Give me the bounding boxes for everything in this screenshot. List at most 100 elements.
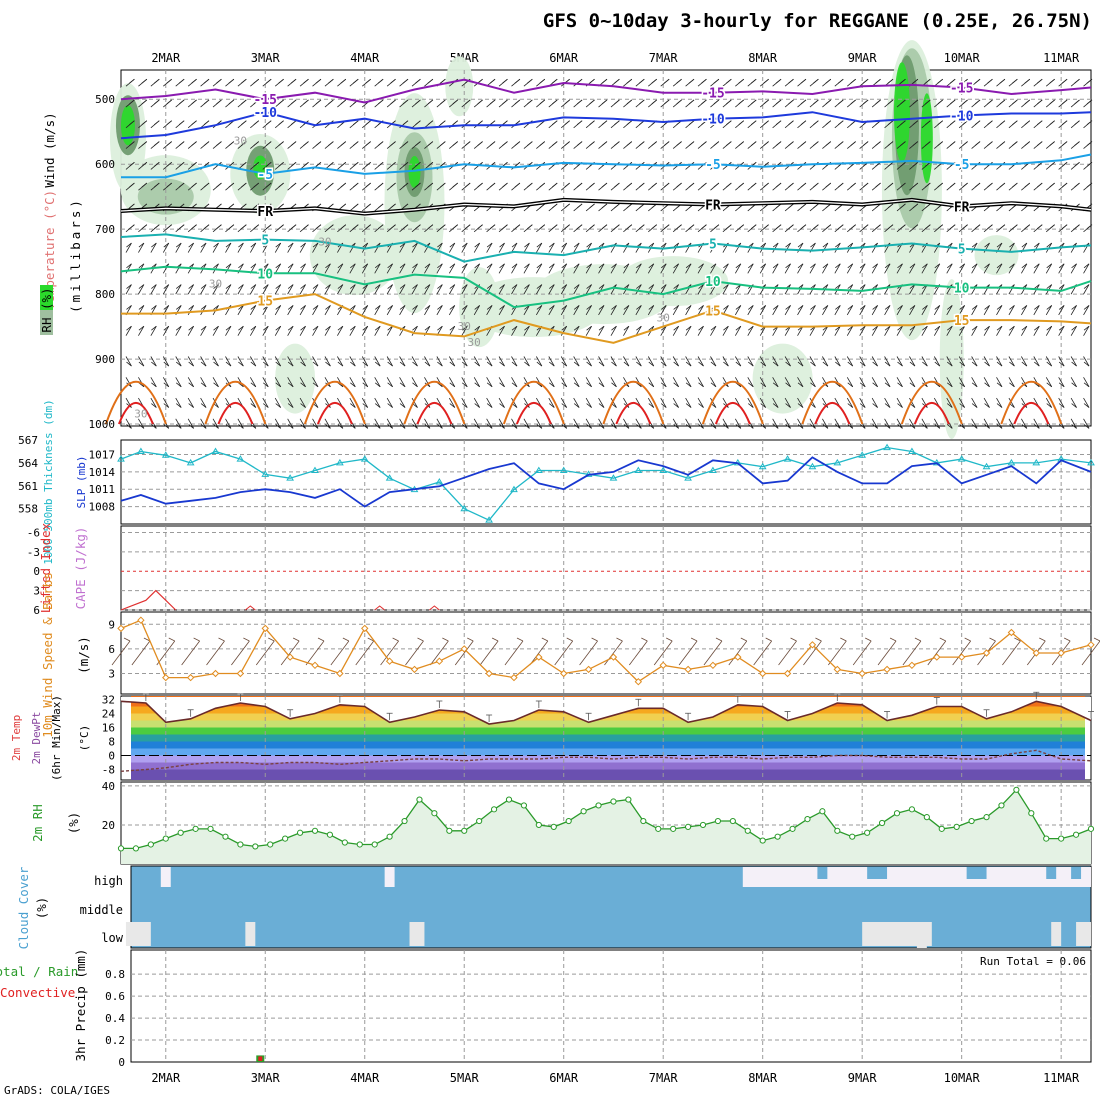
- wind-barb-flag: [887, 99, 894, 105]
- wind-barb-flag: [278, 203, 284, 209]
- wind-barb-flag: [275, 382, 281, 388]
- rh2m-point: [476, 817, 483, 825]
- wind-barb-flag: [474, 403, 480, 408]
- wind-barb-flag: [1074, 120, 1080, 126]
- wind-barb-flag: [213, 284, 219, 289]
- wind-barb-flag: [688, 78, 695, 84]
- wind-barb-flag: [275, 325, 281, 331]
- wind-barb: [249, 356, 257, 367]
- wind-barb-flag: [300, 361, 306, 367]
- wind-barb-flag: [415, 141, 421, 146]
- temp2m-axis-label: 2m Temp: [10, 715, 23, 761]
- thickness-point: [286, 474, 295, 481]
- wind-barb-flag: [713, 224, 720, 230]
- wind-barb: [175, 397, 182, 408]
- wind-barb-flag: [328, 182, 334, 188]
- wind-barb-flag: [213, 242, 219, 248]
- wind-barb-flag: [290, 141, 297, 146]
- wind10-barb-flag: [840, 637, 847, 642]
- precip-tick-label: 0: [118, 1056, 125, 1069]
- rh2m-point: [684, 823, 692, 831]
- wind-barb-flag: [511, 242, 518, 248]
- wind-barb: [921, 418, 928, 429]
- wind-barb-flag: [437, 242, 443, 248]
- wind-barb-flag: [912, 120, 919, 126]
- wind-barb-flag: [922, 424, 928, 429]
- wind-barb-flag: [129, 78, 135, 84]
- wind-barb: [971, 356, 978, 367]
- wind-barb-flag: [238, 325, 244, 331]
- wind-barb-flag: [748, 424, 754, 429]
- wind-barb-flag: [648, 424, 655, 429]
- wind-barb: [399, 242, 406, 253]
- wind-barb-flag: [278, 224, 284, 230]
- wind-barb-flag: [337, 424, 344, 429]
- wind-barb-flag: [586, 424, 592, 429]
- wind-barb-flag: [825, 224, 832, 230]
- wind-barb-flag: [788, 99, 794, 105]
- wind10-barb-flag: [123, 637, 131, 642]
- wind-barb: [971, 418, 978, 429]
- wind10-barb-flag: [815, 637, 822, 642]
- wind-barb-flag: [489, 224, 496, 230]
- wind-barb-flag: [1083, 325, 1090, 331]
- wind-barb-flag: [813, 182, 819, 188]
- lifted-index-series: [120, 589, 440, 611]
- wind-barb-flag: [175, 403, 182, 408]
- day-label-bottom: 4MAR: [350, 1071, 380, 1085]
- wind-barb: [734, 263, 742, 274]
- wind-barb-flag: [489, 182, 496, 188]
- wind-barb: [461, 263, 468, 274]
- wind-barb-flag: [365, 182, 371, 188]
- wind-barb-flag: [452, 120, 458, 126]
- wind10-barb-flag: [666, 637, 673, 642]
- wind-barb-flag: [377, 141, 384, 146]
- wind-barb-flag: [748, 325, 754, 331]
- wind-barb: [361, 356, 369, 367]
- wind-barb-flag: [287, 242, 294, 248]
- wind-barb-flag: [586, 325, 592, 331]
- wind-barb: [647, 397, 655, 408]
- wind-barb-flag: [437, 305, 443, 310]
- wind-barb-flag: [350, 284, 356, 289]
- wind-barb-flag: [486, 361, 493, 367]
- wind-barb: [772, 356, 779, 367]
- wind-barb-flag: [760, 361, 766, 367]
- wind-barb-flag: [797, 382, 804, 388]
- wind-barb: [200, 377, 207, 388]
- wind10-barb: [852, 640, 872, 666]
- wind10-point: [758, 669, 767, 678]
- wind-barb-flag: [1074, 224, 1080, 230]
- wind-barb-flag: [524, 361, 530, 367]
- wind-barb-flag: [1034, 263, 1040, 269]
- rh-shade-blob: [752, 343, 813, 414]
- isotherm-20: [502, 380, 565, 425]
- wind-barb: [461, 377, 468, 388]
- wind-barb-flag: [971, 403, 978, 408]
- wind-barb-flag: [850, 182, 856, 188]
- cloud-notch: [1071, 867, 1082, 879]
- wind-barb-flag: [287, 403, 294, 408]
- temp-color-bands: [121, 696, 1091, 780]
- wind-barb: [734, 325, 742, 336]
- wind-barb-flag: [325, 325, 331, 331]
- wind-barb-flag: [464, 141, 471, 146]
- wind-barb-flag: [464, 99, 471, 105]
- wind-barb-flag: [362, 242, 369, 248]
- wind-barb: [548, 377, 555, 388]
- wind-barb-flag: [601, 224, 608, 230]
- wind-barb-flag: [511, 263, 518, 269]
- wind-barb-flag: [188, 382, 194, 388]
- wind-barb-flag: [278, 141, 284, 146]
- rh2m-point: [878, 819, 886, 827]
- wind-barb-flag: [225, 361, 232, 367]
- wind-barb-flag: [312, 305, 319, 310]
- wind-barb: [125, 418, 132, 429]
- wind-barb: [784, 397, 791, 408]
- wind-barb-flag: [350, 382, 356, 388]
- wind-barb-flag: [825, 120, 832, 126]
- wind-barb-flag: [225, 424, 232, 429]
- wind-barb: [436, 284, 443, 295]
- wind-barb-flag: [1071, 424, 1077, 429]
- cloud-clear-cell: [742, 867, 1091, 887]
